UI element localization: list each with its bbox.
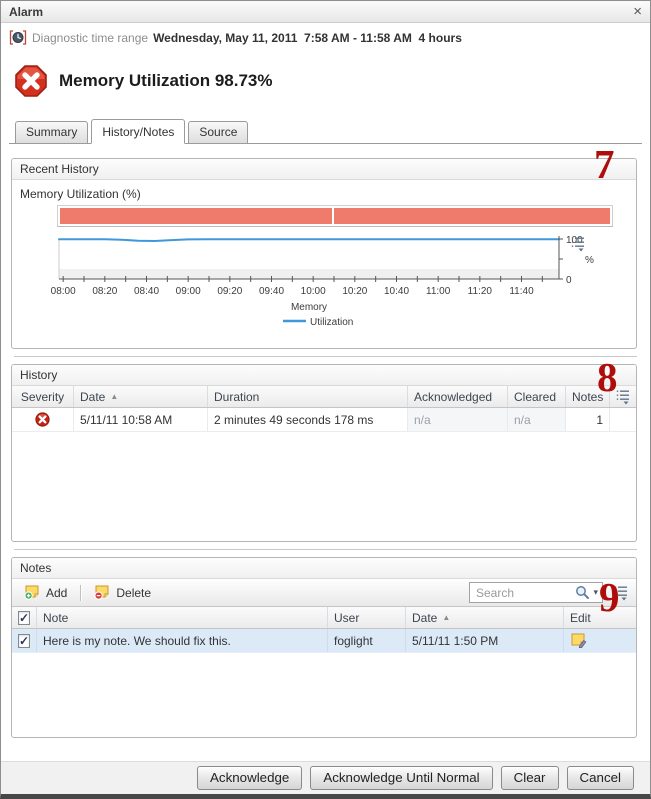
chart-title: Memory Utilization (%) [20, 187, 141, 201]
column-header-note-date[interactable]: Date ▲ [406, 607, 564, 628]
svg-text:0: 0 [566, 275, 572, 286]
tab-source[interactable]: Source [188, 121, 249, 144]
acknowledge-until-normal-button[interactable]: Acknowledge Until Normal [310, 766, 493, 790]
severity-segment [334, 208, 610, 224]
svg-text:10:00: 10:00 [301, 286, 326, 297]
note-user-cell: foglight [328, 629, 406, 652]
column-header-acknowledged[interactable]: Acknowledged [408, 386, 508, 407]
search-caret-icon[interactable]: ▾ [593, 587, 598, 597]
column-header-user[interactable]: User [328, 607, 406, 628]
callout-number-7: 7 [594, 141, 615, 187]
alarm-title: Memory Utilization 98.73% [59, 71, 273, 90]
time-range-label: Diagnostic time range [32, 30, 149, 45]
svg-text:11:00: 11:00 [426, 286, 451, 297]
history-cleared-cell: n/a [508, 408, 566, 431]
note-date-cell: 5/11/11 1:50 PM [406, 629, 564, 652]
window-title: Alarm [9, 4, 44, 19]
recent-history-panel: Recent History Memory Utilization (%) 08… [11, 158, 637, 349]
callout-number-8: 8 [597, 354, 618, 400]
svg-text:09:40: 09:40 [259, 286, 284, 297]
svg-text:09:20: 09:20 [217, 286, 242, 297]
section-divider [14, 356, 637, 357]
column-header-cleared[interactable]: Cleared [508, 386, 566, 407]
footer-bar: Acknowledge Acknowledge Until Normal Cle… [1, 761, 650, 794]
search-box: ▾ [469, 582, 603, 603]
svg-text:08:00: 08:00 [51, 286, 76, 297]
column-header-notes[interactable]: Notes [566, 386, 610, 407]
options-icon[interactable] [571, 236, 585, 252]
column-header-severity[interactable]: Severity [12, 386, 74, 407]
title-bar: Alarm × [1, 1, 650, 23]
tab-bar: Summary History/Notes Source [9, 119, 642, 144]
close-icon[interactable]: × [633, 2, 642, 20]
options-icon[interactable] [614, 585, 628, 601]
tab-history-notes[interactable]: History/Notes [91, 119, 186, 144]
select-all-checkbox[interactable]: ✓ [12, 607, 37, 628]
column-header-note[interactable]: Note [37, 607, 328, 628]
note-edit-icon [571, 633, 587, 648]
svg-text:11:20: 11:20 [468, 286, 493, 297]
column-header-edit[interactable]: Edit [570, 610, 591, 625]
sort-asc-icon: ▲ [442, 613, 451, 622]
svg-text:08:40: 08:40 [134, 286, 159, 297]
history-table-header: Severity Date ▲ Duration Acknowledged Cle… [12, 386, 636, 408]
history-panel-title: History [12, 365, 636, 386]
note-text-cell: Here is my note. We should fix this. [37, 629, 328, 652]
toolbar-separator [80, 584, 82, 601]
history-row[interactable]: 5/11/11 10:58 AM 2 minutes 49 seconds 17… [12, 408, 636, 432]
severity-segment [60, 208, 333, 224]
history-notes-count-cell: 1 [566, 408, 610, 431]
memory-utilization-chart: 08:00 08:20 08:40 09:00 09:20 09:40 10:00 10:20… [51, 235, 594, 328]
history-duration-cell: 2 minutes 49 seconds 178 ms [208, 408, 408, 431]
add-note-button[interactable]: Add [18, 583, 73, 602]
note-delete-icon [94, 585, 109, 600]
svg-text:%: % [585, 255, 594, 266]
notes-panel-title: Notes [12, 558, 636, 579]
fatal-octagon-icon [14, 64, 48, 98]
search-input[interactable] [476, 585, 573, 600]
note-checkbox[interactable]: ✓ [12, 629, 37, 652]
svg-text:10:40: 10:40 [384, 286, 409, 297]
tab-summary[interactable]: Summary [15, 121, 89, 144]
column-header-date[interactable]: Date ▲ [74, 386, 208, 407]
column-header-duration[interactable]: Duration [208, 386, 408, 407]
clear-button[interactable]: Clear [500, 766, 559, 790]
sort-asc-icon: ▲ [110, 392, 119, 401]
note-row[interactable]: ✓ Here is my note. We should fix this. f… [12, 629, 636, 653]
edit-note-button[interactable] [564, 629, 636, 652]
notes-table-header: ✓ Note User Date ▲ Edit [12, 607, 636, 629]
history-panel: History Severity Date ▲ Duration Acknowle… [11, 364, 637, 542]
delete-note-button[interactable]: Delete [88, 583, 157, 602]
svg-text:100: 100 [566, 235, 583, 246]
svg-text:10:20: 10:20 [342, 286, 367, 297]
note-add-icon [24, 585, 39, 600]
section-divider [14, 549, 637, 550]
acknowledge-button[interactable]: Acknowledge [197, 766, 303, 790]
svg-text:11:40: 11:40 [509, 286, 534, 297]
cancel-button[interactable]: Cancel [566, 766, 634, 790]
callout-number-9: 9 [599, 574, 620, 620]
diagnostic-time-range: Diagnostic time range Wednesday, May 11,… [9, 30, 650, 45]
history-acknowledged-cell: n/a [408, 408, 508, 431]
notes-panel: Notes Add Delete [11, 557, 637, 738]
svg-text:08:20: 08:20 [92, 286, 117, 297]
severity-timeline [57, 205, 613, 227]
clock-icon [9, 30, 27, 45]
recent-history-panel-title: Recent History [12, 159, 636, 180]
magnifier-icon[interactable] [575, 585, 590, 600]
svg-text:Utilization: Utilization [310, 317, 353, 328]
time-range-value: Wednesday, May 11, 2011 7:58 AM - 11:58 … [153, 30, 462, 45]
severity-fatal-icon [12, 408, 74, 431]
svg-text:Memory: Memory [291, 302, 327, 313]
notes-toolbar: Add Delete ▾ [12, 579, 636, 607]
svg-text:09:00: 09:00 [176, 286, 201, 297]
options-icon[interactable] [610, 386, 636, 407]
alarm-header: Memory Utilization 98.73% [14, 64, 650, 98]
history-date-cell: 5/11/11 10:58 AM [74, 408, 208, 431]
